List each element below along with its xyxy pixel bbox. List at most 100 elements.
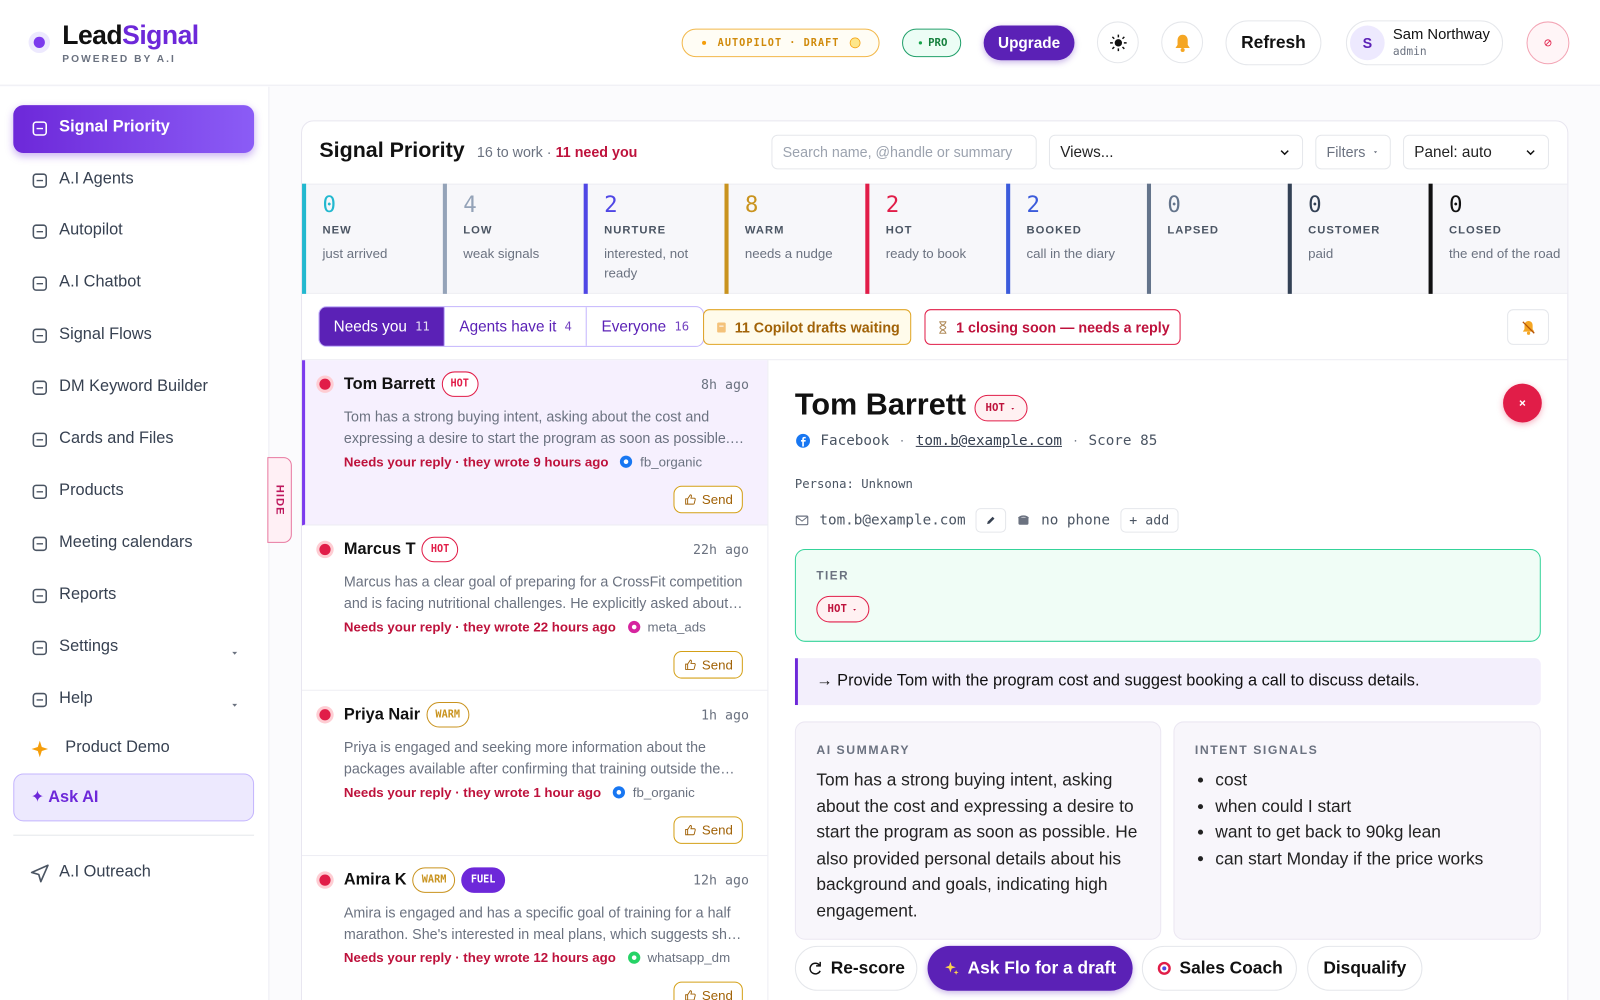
plan-pill: PRO (902, 28, 962, 58)
nav-item[interactable]: A.I Outreach (59, 863, 151, 881)
stage-desc: interested, not ready (604, 245, 689, 281)
nav-glyph (32, 692, 48, 708)
nav-item[interactable]: Signal Priority (59, 118, 170, 136)
stage-count[interactable]: 2 (604, 192, 618, 219)
close-button[interactable] (1503, 383, 1542, 423)
nav-item[interactable]: Product Demo (65, 738, 170, 757)
lead-source: fb_organic (632, 784, 695, 800)
stage-count[interactable]: 8 (744, 192, 759, 219)
nav-glyph (32, 224, 48, 239)
stage-desc: paid (1308, 245, 1334, 262)
nav-icon (31, 691, 49, 709)
nav-glyph (32, 536, 48, 552)
mute-button[interactable] (1507, 309, 1549, 345)
outreach-icon (30, 863, 50, 883)
logout-button[interactable] (1526, 21, 1570, 65)
hide-label[interactable]: HIDE (273, 484, 286, 516)
caret (1373, 151, 1378, 154)
nav-item[interactable]: A.I Agents (59, 170, 134, 188)
hourglass-icon (939, 320, 947, 334)
stage-count[interactable]: 0 (1448, 192, 1463, 219)
summary-card (794, 721, 1162, 940)
plan-label: PRO (928, 36, 948, 49)
stage-count[interactable]: 2 (885, 192, 900, 219)
nav-item[interactable]: Help (59, 689, 93, 708)
stage-count[interactable]: 0 (1167, 192, 1181, 219)
lead-dot (319, 709, 331, 721)
sidebar-divider (13, 834, 255, 836)
refresh-button[interactable]: Refresh (1225, 20, 1322, 66)
stage-name: HOT (885, 224, 913, 237)
nav-active-bg[interactable] (13, 105, 255, 154)
nav-item[interactable]: Products (59, 481, 124, 499)
tab[interactable]: Agents have it 4 (444, 307, 586, 346)
lead-summary: Amira is engaged and has a specific goal… (343, 904, 735, 942)
stage-count[interactable]: 2 (1026, 192, 1041, 219)
stage-border (302, 183, 307, 294)
hide-tab[interactable] (267, 457, 292, 543)
next-action: → Provide Tom with the program cost and … (794, 658, 1541, 706)
send-button[interactable]: Send (673, 816, 743, 844)
tab-group: Needs you 11 Agents have it 4 Everyone 16 (318, 306, 705, 347)
stage-count[interactable]: 4 (463, 192, 477, 219)
lead-tag: HOT (441, 371, 479, 397)
lead-reply-row: Needs your reply · they wrote 12 hours a… (344, 950, 730, 965)
tab[interactable]: Everyone 16 (586, 307, 703, 346)
upgrade-button[interactable]: Upgrade (983, 25, 1075, 61)
status-dot (702, 40, 707, 45)
lead-time: 8h ago (701, 377, 749, 393)
lead-name-row: Amira K WARM FUEL (344, 867, 505, 893)
send-label: Send (701, 491, 733, 508)
tier-select[interactable]: HOT (816, 595, 870, 623)
user-name: Sam Northway (1392, 26, 1490, 43)
closing-button[interactable]: 1 closing soon — needs a reply (924, 309, 1181, 345)
add-phone[interactable]: + add (1120, 508, 1179, 533)
autopilot-pill[interactable]: AUTOPILOT · DRAFT (681, 28, 880, 58)
lead-dot (319, 543, 331, 556)
lead-row[interactable] (302, 856, 768, 1000)
nav-glyph (32, 121, 48, 136)
panel-select[interactable]: Panel: auto (1403, 134, 1549, 170)
nav-item[interactable]: Reports (59, 585, 117, 604)
nav-item[interactable]: Autopilot (59, 221, 123, 239)
email-link[interactable]: tom.b@example.com (915, 432, 1062, 449)
nav-item[interactable]: Meeting calendars (59, 533, 193, 552)
search-box[interactable]: Search name, @handle or summary (771, 134, 1037, 170)
filters-button[interactable]: Filters (1315, 134, 1391, 170)
summary-title: AI SUMMARY (816, 742, 911, 758)
chevron (1526, 150, 1535, 156)
lead-name: Priya Nair (343, 705, 421, 723)
lead-dot (319, 874, 331, 886)
nav-item[interactable]: DM Keyword Builder (59, 377, 208, 395)
need-you: 11 need you (555, 143, 638, 161)
nav-item[interactable]: Settings (59, 637, 119, 656)
views-select[interactable]: Views... (1048, 134, 1304, 170)
phone: no phone (1041, 512, 1110, 529)
nav-glyph (32, 640, 48, 656)
tier-pill[interactable]: HOT (974, 394, 1028, 422)
thumb-icon (685, 990, 696, 1000)
action-button[interactable]: Disqualify (1307, 945, 1423, 991)
send-button[interactable]: Send (673, 651, 743, 679)
stage-count[interactable]: 0 (322, 192, 336, 219)
lead-time: 22h ago (693, 542, 749, 559)
send-button[interactable]: Send (673, 485, 743, 514)
drafts-button[interactable]: 11 Copilot drafts waiting (703, 309, 912, 345)
theme-toggle[interactable] (1096, 21, 1139, 64)
edit-button[interactable] (975, 508, 1007, 533)
action-button[interactable]: Sales Coach (1141, 945, 1297, 991)
stage-name: LOW (463, 224, 493, 237)
notifications[interactable] (1161, 21, 1204, 64)
action-button[interactable]: Re-score (794, 945, 918, 991)
nav-item[interactable]: Cards and Files (59, 429, 174, 447)
persona: Persona: Unknown (794, 476, 913, 491)
stage-border (724, 183, 729, 294)
tab[interactable]: Needs you 11 (319, 307, 445, 346)
send-button[interactable]: Send (673, 981, 743, 1000)
nav-item[interactable]: Signal Flows (59, 325, 152, 343)
stage-count[interactable]: 0 (1308, 192, 1322, 219)
tab-count: 11 (415, 319, 430, 334)
nav-item[interactable]: A.I Chatbot (59, 273, 141, 291)
action-button[interactable]: Ask Flo for a draft (927, 945, 1133, 991)
ask-ai-button[interactable]: ✦ Ask AI (13, 773, 255, 822)
